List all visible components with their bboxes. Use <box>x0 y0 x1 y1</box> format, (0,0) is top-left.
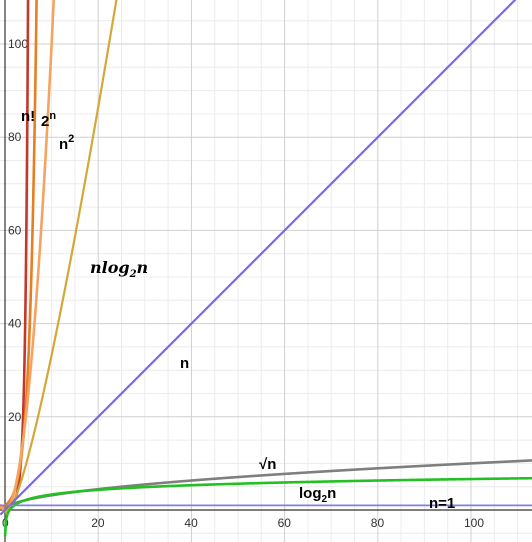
label-square: n2 <box>59 133 74 153</box>
y-tick-label: 80 <box>8 130 22 144</box>
label-const: n=1 <box>429 495 455 512</box>
x-tick-label: 60 <box>278 516 292 530</box>
curve-nlogn <box>4 0 118 514</box>
label-sqrt: √n <box>259 456 276 473</box>
y-tick-label: 40 <box>8 317 22 331</box>
label-linear: n <box>180 355 189 372</box>
label-nlogn: nlog2n <box>90 258 148 280</box>
series-labels: n! 2n n2 nlog2n n √n log2n n=1 <box>21 108 455 512</box>
x-tick-label: 100 <box>464 516 484 530</box>
curve-log <box>3 476 532 537</box>
label-factorial: n! <box>21 108 35 125</box>
label-exp: 2n <box>41 110 56 130</box>
x-tick-label: 80 <box>371 516 385 530</box>
curve-linear <box>0 0 517 516</box>
label-log: log2n <box>299 485 336 505</box>
y-tick-label: 20 <box>8 410 22 424</box>
y-tick-label: 60 <box>8 223 22 237</box>
x-tick-label: 20 <box>91 516 105 530</box>
x-tick-label: 40 <box>184 516 198 530</box>
y-tick-label: 100 <box>8 37 28 51</box>
